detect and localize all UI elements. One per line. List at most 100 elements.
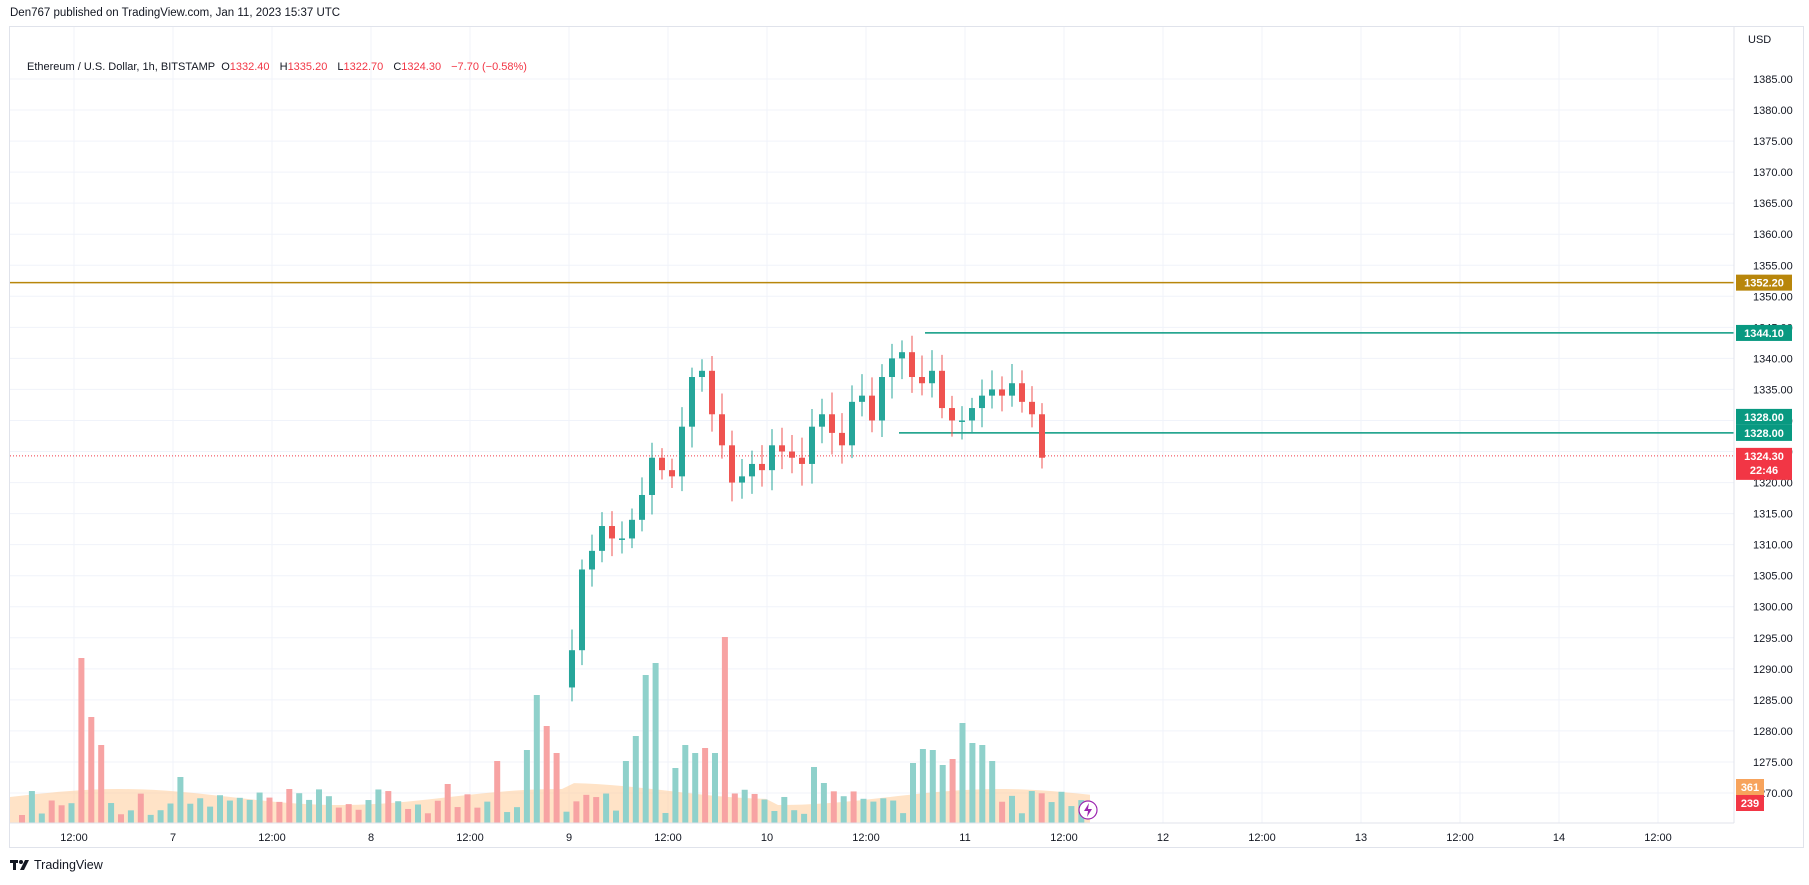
volume-bar [1048, 802, 1055, 823]
symbol-legend: Ethereum / U.S. Dollar, 1h, BITSTAMP O13… [27, 61, 534, 73]
volume-bar [712, 753, 718, 823]
volume-bar [543, 726, 550, 823]
volume-bar [38, 813, 45, 823]
symbol-title: Ethereum / U.S. Dollar, 1h, BITSTAMP [27, 61, 216, 73]
candlestick-chart[interactable]: USD 1385.00 1380.00 1375.00 1370.00 1365.00 13… [10, 27, 1805, 849]
resistance-tag-bg [1736, 274, 1792, 291]
volume-ma-tag-bg [1736, 779, 1764, 795]
candle-body [569, 650, 575, 688]
volume-bar [801, 813, 808, 823]
price-tick-label: 1310.00 [1753, 540, 1793, 552]
currency-label: USD [1748, 34, 1771, 46]
volume-bar [454, 807, 461, 823]
volume-bar [78, 658, 85, 823]
volume-bar [187, 803, 194, 823]
volume-bar [167, 803, 174, 823]
candle-body [979, 395, 985, 409]
volume-bar [474, 807, 481, 823]
time-tick-label: 13 [1355, 832, 1367, 844]
price-tick-label: 1375.00 [1753, 136, 1793, 148]
candle-body [749, 463, 755, 477]
volume-bar [415, 804, 421, 823]
candle-body [709, 370, 715, 415]
volume-bar [68, 803, 75, 823]
volume-bar [811, 767, 817, 823]
candle-body [769, 445, 775, 471]
candle-body [859, 395, 865, 402]
volume-bar [999, 801, 1006, 823]
time-axis[interactable]: 12:00 7 12:00 8 12:00 9 12:00 10 12:00 11 12:00 12 1… [10, 822, 1734, 844]
volume-bar [702, 748, 709, 823]
price-tick-label: 1315.00 [1753, 509, 1793, 521]
volume-tag: 239 [1741, 798, 1759, 810]
candles[interactable] [569, 335, 1045, 702]
candle-body [639, 494, 645, 520]
extra-level-tag: 1328.00 [1744, 412, 1784, 424]
low-label: L [337, 61, 344, 73]
volume-bar [662, 812, 669, 823]
volume-bar [781, 796, 788, 823]
time-tick-label: 7 [170, 832, 176, 844]
volume-bar [424, 813, 431, 823]
candle-body [829, 414, 835, 433]
volume-bar [246, 799, 253, 823]
close-value: 1324.30 [401, 61, 442, 73]
volume-bar [197, 798, 204, 823]
volume-bar [820, 783, 827, 823]
tradingview-logo-icon [10, 860, 29, 870]
candle-body [589, 550, 595, 570]
candle-body [919, 377, 925, 384]
volume-bar [1038, 793, 1045, 823]
range-low-tag-bg [1736, 424, 1792, 441]
price-tick-label: 1360.00 [1753, 229, 1793, 241]
time-tick-label: 9 [566, 832, 572, 844]
price-tick-label: 1295.00 [1753, 633, 1793, 645]
price-tags: 1352.20 1344.10 1328.00 1328.00 1324.30 22:46… [1078, 274, 1792, 820]
volume-bar [900, 813, 907, 823]
volume-bar [910, 763, 916, 823]
volume-bar [682, 745, 689, 823]
range-high-tag-bg [1736, 324, 1792, 341]
volume-bar [226, 800, 233, 823]
volume-bar [217, 795, 223, 823]
volume-bar [830, 791, 837, 823]
chart-frame[interactable]: USD 1385.00 1380.00 1375.00 1370.00 1365.00 13… [9, 26, 1804, 848]
volume-bar [494, 761, 501, 823]
volume-bar [523, 750, 530, 823]
price-tick-label: 1305.00 [1753, 571, 1793, 583]
volume-bar [613, 810, 619, 823]
volume-bar [335, 807, 342, 823]
volume-bar [306, 799, 313, 823]
volume-bar [1028, 791, 1035, 823]
candle-body [799, 457, 805, 464]
volume-bar [751, 793, 758, 823]
volume-bar [919, 749, 926, 823]
price-tick-label: 1290.00 [1753, 664, 1793, 676]
volume-bar [632, 736, 639, 823]
candle-body [839, 432, 845, 446]
volume-bar [1058, 791, 1065, 823]
volume-bar [236, 797, 243, 823]
volume-bar [514, 807, 520, 823]
candle-body [959, 420, 965, 422]
volume-bar [365, 800, 372, 823]
time-tick-label: 10 [761, 832, 773, 844]
range-high-tag: 1344.10 [1744, 328, 1784, 340]
candle-body [1029, 401, 1035, 415]
candle-body [1039, 414, 1045, 458]
price-axis[interactable]: USD 1385.00 1380.00 1375.00 1370.00 1365.00 13… [1733, 27, 1793, 823]
horizontal-levels[interactable] [10, 281, 1734, 457]
candle-body [629, 519, 635, 539]
volume-bar [444, 784, 451, 823]
candle-body [789, 451, 795, 458]
time-tick-label: 12:00 [1644, 832, 1672, 844]
candle-body [949, 408, 955, 421]
volume-bar [840, 796, 847, 823]
volume-bar [741, 789, 748, 823]
candle-body [739, 476, 745, 483]
tradingview-brand[interactable]: TradingView [10, 858, 103, 872]
volume-bar [603, 793, 610, 823]
volume-bar [1068, 806, 1075, 823]
volume-bar [642, 675, 649, 823]
time-tick-label: 12:00 [60, 832, 88, 844]
